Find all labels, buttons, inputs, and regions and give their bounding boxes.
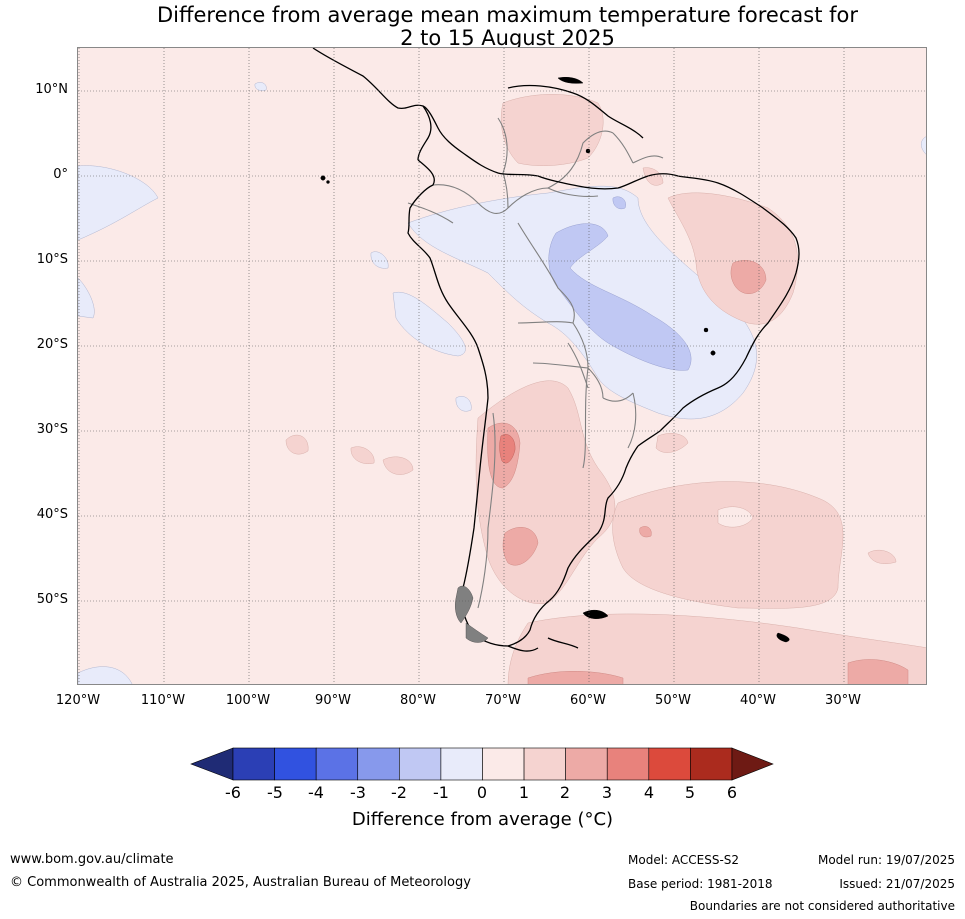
colorbar-tick: -1 bbox=[433, 783, 449, 802]
map-canvas bbox=[78, 48, 926, 684]
lon-label-70w: 70°W bbox=[485, 693, 521, 708]
anomaly-region-cool-pacific-patch bbox=[392, 291, 466, 357]
footer-copyright: © Commonwealth of Australia 2025, Austra… bbox=[10, 875, 471, 890]
anomaly-region-warm-caribbean bbox=[500, 94, 604, 166]
footer-issued: Issued: 21/07/2025 bbox=[839, 877, 955, 891]
anomaly-region-warm-pacific-2 bbox=[350, 446, 375, 464]
footer-website: www.bom.gov.au/climate bbox=[10, 852, 174, 867]
country-boundaries bbox=[407, 117, 664, 609]
anomaly-region-warm-ne-brazil-core bbox=[730, 260, 767, 294]
colorbar-swatch bbox=[232, 747, 275, 781]
colorbar-swatch bbox=[690, 747, 733, 781]
colorbar-tick: 3 bbox=[601, 783, 613, 802]
colorbar-swatch bbox=[523, 747, 566, 781]
lat-label-50s: 50°S bbox=[36, 592, 68, 607]
coastlines bbox=[312, 48, 800, 652]
colorbar-tick: -5 bbox=[267, 783, 283, 802]
anomaly-region-cool-pacific-west bbox=[78, 165, 159, 241]
colorbar-swatch bbox=[606, 747, 650, 781]
anomaly-region-warm-ne-brazil bbox=[667, 192, 798, 325]
anomaly-region-warm-pacific-1 bbox=[285, 434, 309, 455]
anomaly-region-cool-pacific-sw bbox=[78, 277, 95, 319]
lat-label-40s: 40°S bbox=[36, 507, 68, 522]
anomaly-region-cool-chile-patch bbox=[455, 396, 472, 412]
colorbar-swatch bbox=[440, 747, 483, 781]
colorbar-tick: 2 bbox=[559, 783, 571, 802]
lon-label-40w: 40°W bbox=[740, 693, 776, 708]
lon-label-50w: 50°W bbox=[655, 693, 691, 708]
colorbar-swatch bbox=[648, 747, 691, 781]
anomaly-region-warm-orinoco bbox=[642, 167, 664, 186]
colorbar-tick: 0 bbox=[476, 783, 488, 802]
lon-label-90w: 90°W bbox=[315, 693, 351, 708]
colorbar-tick: -3 bbox=[350, 783, 366, 802]
colorbar-swatch bbox=[482, 747, 525, 781]
anomaly-region-warm-atlantic-dot bbox=[639, 526, 652, 538]
footer-disclaimer: Boundaries are not considered authoritat… bbox=[689, 899, 955, 913]
anomaly-region-warm-east-small bbox=[867, 549, 897, 564]
anomaly-region-warm-southern-ocean bbox=[507, 613, 926, 684]
footer-model-run: Model run: 19/07/2025 bbox=[817, 853, 955, 867]
anomaly-region-cool-nw-small bbox=[254, 82, 267, 91]
map-title-line1: Difference from average mean maximum tem… bbox=[157, 3, 858, 27]
chile-fjords bbox=[455, 585, 489, 643]
colorbar-tick: 5 bbox=[684, 783, 696, 802]
lat-label-20s: 20°S bbox=[36, 337, 68, 352]
colorbar-tick: 4 bbox=[643, 783, 655, 802]
anomaly-region-cool-brazil-core bbox=[548, 223, 692, 371]
footer-base-period: Base period: 1981-2018 bbox=[628, 877, 773, 891]
lat-label-30s: 30°S bbox=[36, 422, 68, 437]
colorbar-swatch bbox=[565, 747, 608, 781]
anomaly-region-cool-bottom-left bbox=[78, 666, 133, 684]
anomaly-region-warm-pacific-3 bbox=[382, 456, 414, 475]
anomaly-region-neutral-atlantic-hole bbox=[717, 506, 754, 528]
colorbar-swatch bbox=[357, 747, 400, 781]
colorbar-extension-high bbox=[731, 747, 774, 781]
lon-label-100w: 100°W bbox=[225, 693, 271, 708]
anomaly-region-warm-andes-hot bbox=[499, 434, 516, 464]
colorbar-swatch bbox=[399, 747, 442, 781]
lat-label-0: 0° bbox=[53, 167, 68, 182]
colorbar-label: Difference from average (°C) bbox=[351, 809, 614, 830]
colorbar-tick: -4 bbox=[308, 783, 324, 802]
map-title: Difference from average mean maximum tem… bbox=[0, 4, 965, 50]
anomaly-region-warm-south-atlantic bbox=[612, 481, 844, 609]
colorbar-tick: 1 bbox=[518, 783, 530, 802]
anomaly-region-warm-uruguay bbox=[655, 433, 689, 453]
colorbar-tick: -2 bbox=[391, 783, 407, 802]
lon-label-30w: 30°W bbox=[825, 693, 861, 708]
forecast-map bbox=[77, 47, 927, 685]
footer-model: Model: ACCESS-S2 bbox=[628, 853, 740, 867]
lon-label-60w: 60°W bbox=[570, 693, 606, 708]
anomaly-region-cool-right-edge bbox=[921, 136, 926, 155]
lon-label-80w: 80°W bbox=[400, 693, 436, 708]
colorbar-swatch bbox=[274, 747, 317, 781]
lon-label-110w: 110°W bbox=[140, 693, 186, 708]
colorbar-tick: 6 bbox=[726, 783, 738, 802]
map-title-line2: 2 to 15 August 2025 bbox=[400, 26, 615, 50]
anomaly-region-warm-southern-ocean-core bbox=[527, 659, 909, 684]
lon-label-120w: 120°W bbox=[55, 693, 101, 708]
graticule bbox=[78, 48, 926, 684]
anomaly-region-warm-patagonia-core bbox=[502, 527, 539, 566]
colorbar-extension-low bbox=[190, 747, 234, 781]
colorbar bbox=[190, 747, 774, 781]
anomaly-region-cool-brazil-dot bbox=[612, 196, 626, 210]
colorbar-swatches bbox=[190, 747, 774, 781]
colorbar-tick: -6 bbox=[225, 783, 241, 802]
colorbar-swatch bbox=[315, 747, 359, 781]
lat-label-10s: 10°S bbox=[36, 252, 68, 267]
lat-label-10n: 10°N bbox=[35, 82, 68, 97]
